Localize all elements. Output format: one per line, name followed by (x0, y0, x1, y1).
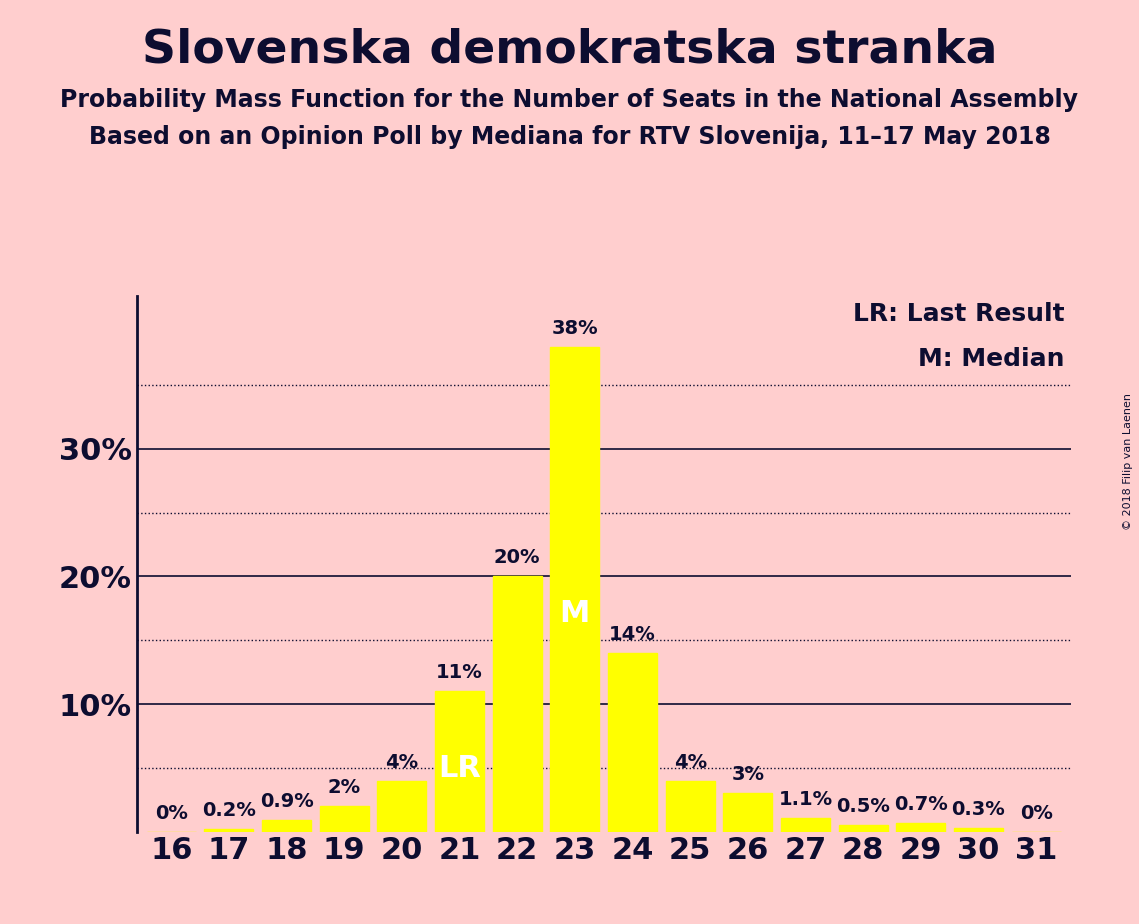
Text: 0.7%: 0.7% (894, 795, 948, 814)
Text: 2%: 2% (328, 778, 361, 797)
Bar (896, 822, 945, 832)
Text: Slovenska demokratska stranka: Slovenska demokratska stranka (141, 28, 998, 73)
Bar (320, 806, 369, 832)
Bar (377, 781, 426, 832)
Text: Based on an Opinion Poll by Mediana for RTV Slovenija, 11–17 May 2018: Based on an Opinion Poll by Mediana for … (89, 125, 1050, 149)
Text: 38%: 38% (551, 319, 598, 338)
Text: LR: Last Result: LR: Last Result (853, 302, 1065, 326)
Text: 0.2%: 0.2% (202, 801, 256, 821)
Bar (550, 346, 599, 832)
Text: 3%: 3% (731, 765, 764, 784)
Text: 1.1%: 1.1% (778, 790, 833, 808)
Bar (493, 577, 542, 832)
Text: 14%: 14% (609, 625, 656, 644)
Text: 11%: 11% (436, 663, 483, 682)
Bar (781, 818, 830, 832)
Text: M: M (559, 599, 590, 628)
Text: 0.9%: 0.9% (260, 792, 313, 811)
Bar (723, 794, 772, 832)
Text: 0%: 0% (155, 804, 188, 822)
Text: 0%: 0% (1019, 804, 1052, 822)
Bar (953, 828, 1003, 832)
Bar (435, 691, 484, 832)
Text: Probability Mass Function for the Number of Seats in the National Assembly: Probability Mass Function for the Number… (60, 88, 1079, 112)
Text: LR: LR (439, 754, 481, 783)
Text: 20%: 20% (494, 549, 540, 567)
Text: © 2018 Filip van Laenen: © 2018 Filip van Laenen (1123, 394, 1133, 530)
Bar (608, 653, 657, 832)
Bar (262, 821, 311, 832)
Text: 0.3%: 0.3% (951, 800, 1006, 819)
Bar (838, 825, 887, 832)
Text: M: Median: M: Median (918, 346, 1065, 371)
Bar (204, 829, 253, 832)
Text: 0.5%: 0.5% (836, 797, 890, 816)
Text: 4%: 4% (673, 753, 706, 772)
Text: 4%: 4% (385, 753, 418, 772)
Bar (665, 781, 714, 832)
